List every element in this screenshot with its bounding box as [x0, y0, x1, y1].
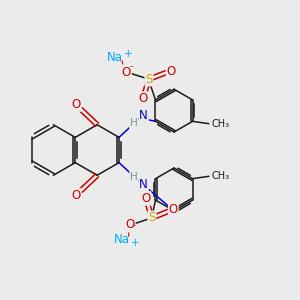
Text: O: O	[126, 218, 135, 231]
Text: O: O	[167, 64, 176, 78]
Text: CH₃: CH₃	[212, 119, 230, 129]
Text: O: O	[71, 189, 81, 202]
Text: Na: Na	[107, 51, 123, 64]
Text: H: H	[130, 172, 138, 182]
Text: O: O	[138, 92, 148, 105]
Text: +: +	[131, 238, 140, 248]
Text: N: N	[139, 109, 148, 122]
Text: ⁻: ⁻	[132, 223, 137, 233]
Text: S: S	[145, 73, 153, 85]
Text: +: +	[124, 49, 133, 59]
Text: O: O	[169, 203, 178, 216]
Text: O: O	[141, 192, 151, 205]
Text: ⁻: ⁻	[128, 64, 133, 74]
Text: H: H	[130, 118, 138, 128]
Text: CH₃: CH₃	[212, 171, 230, 181]
Text: O: O	[71, 98, 81, 111]
Text: N: N	[139, 178, 148, 191]
Text: Na: Na	[114, 233, 130, 246]
Text: O: O	[122, 66, 131, 80]
Text: S: S	[148, 212, 156, 224]
